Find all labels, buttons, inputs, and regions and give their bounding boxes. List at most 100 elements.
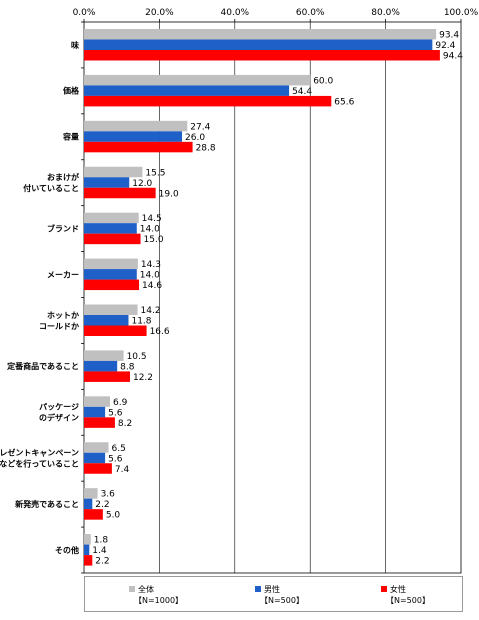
category-label: パッケージのデザイン bbox=[39, 402, 79, 423]
data-label: 14.0 bbox=[140, 225, 160, 235]
data-label: 10.5 bbox=[127, 352, 147, 362]
bar-male bbox=[84, 39, 433, 50]
bar-total bbox=[84, 488, 98, 499]
bar-total bbox=[84, 258, 138, 270]
data-label: 26.0 bbox=[185, 133, 205, 143]
x-tick-label: 40.0% bbox=[221, 8, 250, 18]
category-label: ホットかコールドか bbox=[39, 311, 79, 331]
bar-male bbox=[84, 406, 106, 418]
data-label: 65.6 bbox=[334, 97, 354, 107]
bar-male bbox=[84, 269, 137, 280]
legend-swatch-male bbox=[255, 586, 261, 592]
bar-total bbox=[84, 534, 91, 545]
bar-male bbox=[84, 360, 118, 372]
bar-total bbox=[84, 442, 109, 453]
bar-chart: 0.0% 20.0% 40.0% 60.0% 80.0% 100.0% 93.492.494… bbox=[0, 8, 479, 574]
data-label: 12.2 bbox=[133, 373, 153, 383]
data-label: 14.0 bbox=[140, 271, 160, 281]
bar-female bbox=[84, 325, 147, 336]
bar-female bbox=[84, 509, 103, 520]
bar-total bbox=[84, 350, 124, 361]
bar-total bbox=[84, 74, 311, 86]
category-label: 価格 bbox=[62, 86, 80, 96]
legend-item-female: 女性 【N=500】 bbox=[381, 584, 430, 606]
data-label: 14.2 bbox=[141, 306, 161, 316]
data-label: 15.5 bbox=[145, 168, 165, 178]
legend-note-female: 【N=500】 bbox=[386, 596, 430, 605]
data-label: 27.4 bbox=[190, 122, 210, 132]
data-label: 92.4 bbox=[435, 41, 455, 51]
data-label: 5.6 bbox=[108, 408, 123, 418]
bar-female bbox=[84, 233, 141, 245]
legend-item-male: 男性 【N=500】 bbox=[255, 584, 304, 606]
bar-female bbox=[84, 371, 130, 382]
category-label: 容量 bbox=[62, 132, 79, 142]
data-label: 5.6 bbox=[108, 454, 123, 464]
data-label: 54.4 bbox=[292, 87, 312, 97]
data-label: 28.8 bbox=[196, 143, 216, 153]
x-tick-label: 80.0% bbox=[371, 8, 400, 18]
legend-label-total: 全体 bbox=[138, 585, 154, 594]
data-label: 16.6 bbox=[150, 327, 170, 337]
legend: 全体 【N=1000】 男性 【N=500】 女性 【N=500】 bbox=[84, 576, 463, 612]
data-label: 5.0 bbox=[106, 511, 121, 521]
category-label: プレゼントキャンペーンなどを行っていること bbox=[0, 448, 79, 469]
data-label: 8.8 bbox=[120, 362, 135, 372]
legend-note-male: 【N=500】 bbox=[260, 596, 304, 605]
bar-total bbox=[84, 396, 111, 407]
bar-male bbox=[84, 223, 137, 234]
data-label: 60.0 bbox=[313, 76, 333, 86]
x-tick-label: 100.0% bbox=[444, 8, 479, 18]
category-label: 新発売であること bbox=[15, 499, 79, 509]
legend-label-male: 男性 bbox=[264, 585, 280, 594]
bar-total bbox=[84, 212, 139, 224]
legend-note-total: 【N=1000】 bbox=[134, 596, 184, 605]
category-label: 定番商品であること bbox=[6, 361, 79, 371]
bar-female bbox=[84, 141, 193, 153]
bar-total bbox=[84, 304, 138, 315]
bar-male bbox=[84, 315, 129, 326]
bar-female bbox=[84, 279, 140, 291]
legend-swatch-total bbox=[129, 586, 135, 592]
legend-item-total: 全体 【N=1000】 bbox=[129, 584, 183, 606]
data-label: 1.4 bbox=[92, 546, 107, 556]
data-label: 94.4 bbox=[443, 52, 463, 62]
category-label: ブランド bbox=[47, 223, 79, 233]
data-label: 11.8 bbox=[131, 317, 151, 327]
data-label: 93.4 bbox=[439, 31, 459, 41]
data-label: 6.5 bbox=[112, 444, 126, 454]
bar-total bbox=[84, 29, 437, 40]
data-label: 8.2 bbox=[118, 419, 132, 429]
data-label: 19.0 bbox=[159, 189, 179, 199]
bar-male bbox=[84, 452, 106, 464]
data-label: 15.0 bbox=[144, 235, 164, 245]
bar-male bbox=[84, 131, 183, 142]
data-label: 3.6 bbox=[101, 490, 116, 500]
bar-male bbox=[84, 177, 130, 188]
data-label: 14.5 bbox=[142, 214, 162, 224]
data-label: 7.4 bbox=[115, 465, 130, 475]
x-tick-label: 20.0% bbox=[145, 8, 174, 18]
x-tick-label: 60.0% bbox=[296, 8, 325, 18]
bar-female bbox=[84, 95, 332, 107]
legend-swatch-female bbox=[381, 586, 387, 592]
bar-total bbox=[84, 166, 143, 178]
data-label: 2.2 bbox=[95, 500, 109, 510]
bar-female bbox=[84, 463, 112, 474]
bar-male bbox=[84, 85, 290, 96]
data-label: 12.0 bbox=[132, 179, 152, 189]
category-label: おまけが付いていること bbox=[23, 172, 80, 193]
bar-male bbox=[84, 498, 93, 510]
bar-female bbox=[84, 50, 440, 61]
category-label: その他 bbox=[55, 545, 79, 555]
data-label: 14.3 bbox=[141, 260, 161, 270]
bar-female bbox=[84, 417, 115, 428]
bar-female bbox=[84, 555, 93, 566]
bar-total bbox=[84, 120, 188, 132]
bar-female bbox=[84, 187, 156, 199]
category-label: メーカー bbox=[47, 270, 79, 279]
data-label: 2.2 bbox=[95, 557, 109, 567]
data-label: 1.8 bbox=[94, 536, 109, 546]
category-label: 味 bbox=[71, 40, 79, 50]
data-label: 6.9 bbox=[113, 398, 128, 408]
